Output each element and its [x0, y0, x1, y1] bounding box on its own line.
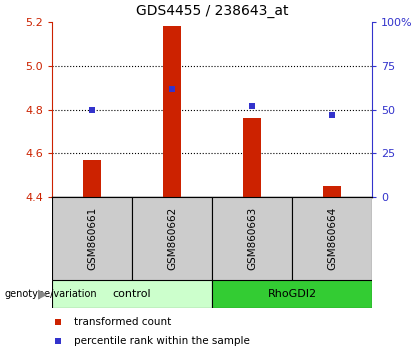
Bar [212, 197, 292, 280]
Text: transformed count: transformed count [74, 317, 172, 327]
Bar [292, 197, 372, 280]
Text: percentile rank within the sample: percentile rank within the sample [74, 336, 250, 346]
Text: control: control [113, 289, 151, 299]
Bar [212, 280, 372, 308]
Title: GDS4455 / 238643_at: GDS4455 / 238643_at [136, 4, 288, 18]
Text: RhoGDI2: RhoGDI2 [268, 289, 317, 299]
Text: ▶: ▶ [38, 287, 48, 301]
Bar [132, 197, 212, 280]
Text: GSM860663: GSM860663 [247, 207, 257, 270]
Text: GSM860661: GSM860661 [87, 207, 97, 270]
Text: GSM860662: GSM860662 [167, 207, 177, 270]
Bar [163, 27, 181, 197]
Text: GSM860664: GSM860664 [327, 207, 337, 270]
Bar [52, 197, 132, 280]
Bar [323, 186, 341, 197]
Bar [243, 118, 261, 197]
Bar [83, 160, 101, 197]
Text: genotype/variation: genotype/variation [4, 289, 97, 299]
Bar [52, 280, 212, 308]
